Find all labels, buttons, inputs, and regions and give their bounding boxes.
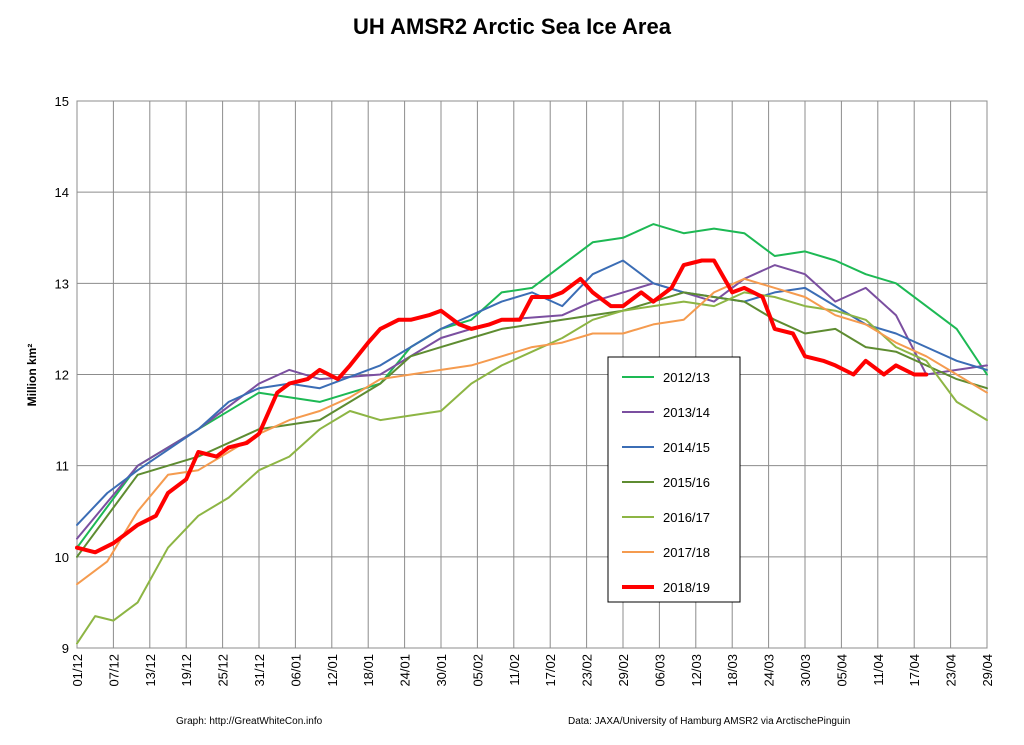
credit-right: Data: JAXA/University of Hamburg AMSR2 v… — [568, 716, 850, 727]
chart-title: UH AMSR2 Arctic Sea Ice Area — [353, 14, 672, 39]
legend-entry: 2016/17 — [663, 510, 710, 525]
x-axis-ticks: 01/12 07/12 13/12 19/12 25/12 31/12 06/01 12/01… — [70, 654, 995, 687]
series-line-2018-19 — [75, 258, 929, 555]
x-tick-label: 29/02 — [616, 654, 631, 687]
y-tick-label: 15 — [55, 94, 69, 109]
x-tick-label: 06/03 — [652, 654, 667, 687]
x-tick-label: 29/04 — [980, 654, 995, 687]
x-tick-label: 23/02 — [580, 654, 595, 687]
x-tick-label: 05/02 — [470, 654, 485, 687]
x-tick-label: 11/04 — [871, 654, 886, 686]
x-tick-label: 24/01 — [398, 654, 413, 687]
x-tick-label: 30/03 — [798, 654, 813, 687]
x-tick-label: 01/12 — [70, 654, 85, 687]
legend-box — [607, 356, 741, 603]
legend-entry: 2018/19 — [663, 580, 710, 595]
x-tick-label: 11/02 — [507, 654, 522, 686]
series-line-2012-13 — [76, 223, 988, 549]
y-tick-label: 10 — [55, 550, 69, 565]
x-tick-label: 18/03 — [725, 654, 740, 687]
series-line-2014-15 — [76, 259, 988, 526]
x-tick-label: 12/03 — [689, 654, 704, 687]
x-tick-label: 07/12 — [106, 654, 121, 687]
x-tick-label: 13/12 — [143, 654, 158, 687]
x-tick-label: 31/12 — [252, 654, 267, 687]
legend-entry: 2015/16 — [663, 475, 710, 490]
series-line-2013-14 — [76, 264, 988, 540]
x-tick-label: 24/03 — [762, 654, 777, 687]
legend-entry: 2017/18 — [663, 545, 710, 560]
y-tick-label: 9 — [62, 641, 69, 656]
x-tick-label: 06/01 — [288, 654, 303, 687]
x-tick-label: 23/04 — [944, 654, 959, 687]
y-tick-label: 11 — [56, 459, 70, 474]
legend: 2012/13 2013/14 2014/15 2015/16 2016/17 2017/… — [607, 356, 741, 603]
y-axis-ticks: 9 10 11 12 13 14 15 — [55, 94, 69, 656]
legend-entry: 2014/15 — [663, 440, 710, 455]
x-tick-label: 30/01 — [434, 654, 449, 687]
x-tick-label: 12/01 — [325, 654, 340, 687]
y-tick-label: 14 — [55, 185, 69, 200]
credit-left: Graph: http://GreatWhiteCon.info — [176, 716, 323, 727]
grid-lines — [76, 100, 988, 649]
legend-entry: 2013/14 — [663, 405, 710, 420]
x-tick-label: 17/02 — [543, 654, 558, 687]
x-tick-label: 18/01 — [361, 654, 376, 687]
series-line-2017-18 — [76, 277, 988, 586]
y-tick-label: 13 — [55, 276, 69, 291]
x-tick-label: 25/12 — [216, 654, 231, 687]
series-line-2016-17 — [76, 291, 988, 645]
y-axis-label: Million km² — [25, 344, 39, 407]
legend-entry: 2012/13 — [663, 370, 710, 385]
x-tick-label: 19/12 — [179, 654, 194, 687]
x-tick-label: 17/04 — [907, 654, 922, 687]
series-lines — [75, 223, 988, 645]
series-line-2015-16 — [76, 291, 988, 558]
x-tick-label: 05/04 — [834, 654, 849, 687]
y-tick-label: 12 — [55, 368, 69, 383]
